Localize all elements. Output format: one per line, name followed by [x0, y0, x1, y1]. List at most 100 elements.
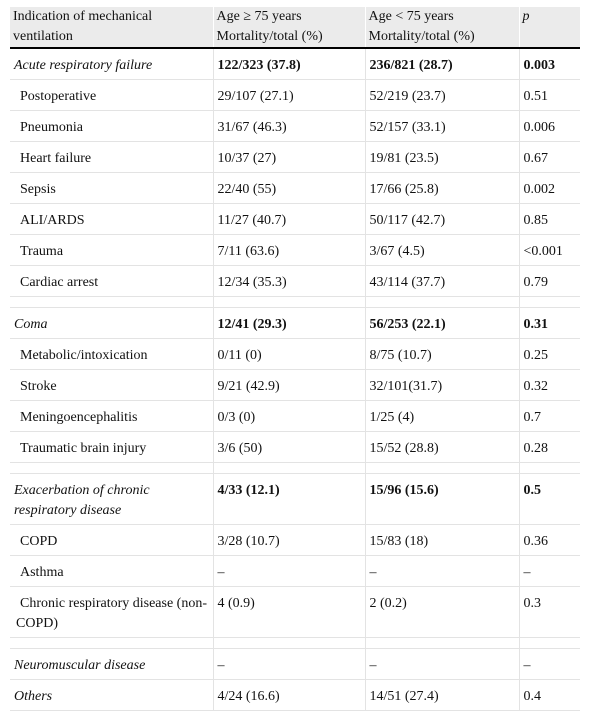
cell-young: 236/821 (28.7) — [365, 48, 520, 80]
table-row: Postoperative 29/107 (27.1) 52/219 (23.7… — [10, 79, 580, 111]
section-name: Neuromuscular disease — [10, 648, 214, 680]
section-name: Exacerbation of chronic respiratory dise… — [10, 473, 214, 525]
cell-young: 52/157 (33.1) — [365, 110, 520, 142]
header-p-value: p — [519, 7, 580, 49]
row-name: Chronic respiratory disease (non-COPD) — [10, 586, 214, 638]
cell-p: 0.79 — [519, 265, 580, 297]
cell-p: 0.006 — [519, 110, 580, 142]
cell-p: 0.3 — [519, 586, 580, 638]
cell-old: 3/28 (10.7) — [213, 524, 366, 556]
cell-p: 0.003 — [519, 48, 580, 80]
header-indication: Indication of mechanical ventilation — [10, 7, 214, 49]
cell-p: 0.36 — [519, 524, 580, 556]
cell-old: 7/11 (63.6) — [213, 234, 366, 266]
cell-old: – — [213, 555, 366, 587]
row-name: Sepsis — [10, 172, 214, 204]
spacer-row — [10, 462, 580, 474]
cell-p: 0.7 — [519, 400, 580, 432]
cell-old: 31/67 (46.3) — [213, 110, 366, 142]
header-age-under-75-line1: Age < 75 years — [368, 9, 454, 24]
cell-p: 0.67 — [519, 141, 580, 173]
cell-old: 11/27 (40.7) — [213, 203, 366, 235]
cell-p: 0.31 — [519, 307, 580, 339]
table-row: Trauma 7/11 (63.6) 3/67 (4.5) <0.001 — [10, 234, 580, 266]
row-name: Traumatic brain injury — [10, 431, 214, 463]
cell-young: 19/81 (23.5) — [365, 141, 520, 173]
cell-old: 22/40 (55) — [213, 172, 366, 204]
cell-old: 29/107 (27.1) — [213, 79, 366, 111]
spacer-row — [10, 637, 580, 649]
table-row: Heart failure 10/37 (27) 19/81 (23.5) 0.… — [10, 141, 580, 173]
cell-young: 43/114 (37.7) — [365, 265, 520, 297]
table-row: Stroke 9/21 (42.9) 32/101(31.7) 0.32 — [10, 369, 580, 401]
cell-old: 10/37 (27) — [213, 141, 366, 173]
row-name: Trauma — [10, 234, 214, 266]
cell-p: 0.5 — [519, 473, 580, 525]
table-row: Meningoencephalitis 0/3 (0) 1/25 (4) 0.7 — [10, 400, 580, 432]
cell-p: – — [519, 648, 580, 680]
cell-p: <0.001 — [519, 234, 580, 266]
cell-young: 32/101(31.7) — [365, 369, 520, 401]
cell-young: 17/66 (25.8) — [365, 172, 520, 204]
cell-old: 9/21 (42.9) — [213, 369, 366, 401]
cell-p: 0.51 — [519, 79, 580, 111]
header-age-75-plus-line1: Age ≥ 75 years — [216, 9, 302, 24]
row-name: ALI/ARDS — [10, 203, 214, 235]
row-name: Cardiac arrest — [10, 265, 214, 297]
cell-old: 12/34 (35.3) — [213, 265, 366, 297]
table-row: Metabolic/intoxication 0/11 (0) 8/75 (10… — [10, 338, 580, 370]
cell-young: 2 (0.2) — [365, 586, 520, 638]
cell-old: – — [213, 648, 366, 680]
header-age-under-75: Age < 75 years Mortality/total (%) — [365, 7, 520, 49]
header-age-75-plus-line2: Mortality/total (%) — [216, 29, 323, 44]
header-p-label: p — [522, 9, 530, 24]
table-row: Traumatic brain injury 3/6 (50) 15/52 (2… — [10, 431, 580, 463]
row-name: Asthma — [10, 555, 214, 587]
table-row: Cardiac arrest 12/34 (35.3) 43/114 (37.7… — [10, 265, 580, 297]
table-row-section: Others 4/24 (16.6) 14/51 (27.4) 0.4 — [10, 679, 580, 711]
table-header: Indication of mechanical ventilation Age… — [10, 7, 580, 49]
cell-young: 52/219 (23.7) — [365, 79, 520, 111]
table-row: Sepsis 22/40 (55) 17/66 (25.8) 0.002 — [10, 172, 580, 204]
cell-old: 4/33 (12.1) — [213, 473, 366, 525]
mortality-table: Indication of mechanical ventilation Age… — [10, 7, 580, 711]
cell-old: 3/6 (50) — [213, 431, 366, 463]
table-row: Pneumonia 31/67 (46.3) 52/157 (33.1) 0.0… — [10, 110, 580, 142]
table-body: Acute respiratory failure 122/323 (37.8)… — [10, 48, 580, 711]
cell-p: – — [519, 555, 580, 587]
row-name: Stroke — [10, 369, 214, 401]
cell-young: 1/25 (4) — [365, 400, 520, 432]
row-name: Postoperative — [10, 79, 214, 111]
section-name: Acute respiratory failure — [10, 48, 214, 80]
cell-young: 56/253 (22.1) — [365, 307, 520, 339]
cell-p: 0.002 — [519, 172, 580, 204]
header-age-75-plus: Age ≥ 75 years Mortality/total (%) — [213, 7, 366, 49]
cell-young: – — [365, 648, 520, 680]
cell-young: 15/83 (18) — [365, 524, 520, 556]
cell-young: 15/52 (28.8) — [365, 431, 520, 463]
table-row: ALI/ARDS 11/27 (40.7) 50/117 (42.7) 0.85 — [10, 203, 580, 235]
section-name: Coma — [10, 307, 214, 339]
table-row: Chronic respiratory disease (non-COPD) 4… — [10, 586, 580, 638]
cell-young: 15/96 (15.6) — [365, 473, 520, 525]
row-name: Pneumonia — [10, 110, 214, 142]
row-name: Meningoencephalitis — [10, 400, 214, 432]
cell-p: 0.28 — [519, 431, 580, 463]
table-row-section: Acute respiratory failure 122/323 (37.8)… — [10, 48, 580, 80]
cell-p: 0.4 — [519, 679, 580, 711]
header-age-under-75-line2: Mortality/total (%) — [368, 29, 475, 44]
section-name: Others — [10, 679, 214, 711]
cell-young: 50/117 (42.7) — [365, 203, 520, 235]
row-name: Heart failure — [10, 141, 214, 173]
cell-young: 14/51 (27.4) — [365, 679, 520, 711]
cell-old: 122/323 (37.8) — [213, 48, 366, 80]
table-row: Asthma – – – — [10, 555, 580, 587]
table-row-section: Coma 12/41 (29.3) 56/253 (22.1) 0.31 — [10, 307, 580, 339]
cell-old: 0/3 (0) — [213, 400, 366, 432]
cell-old: 4 (0.9) — [213, 586, 366, 638]
table-row-section: Neuromuscular disease – – – — [10, 648, 580, 680]
cell-young: 3/67 (4.5) — [365, 234, 520, 266]
cell-old: 0/11 (0) — [213, 338, 366, 370]
cell-old: 12/41 (29.3) — [213, 307, 366, 339]
row-name: Metabolic/intoxication — [10, 338, 214, 370]
